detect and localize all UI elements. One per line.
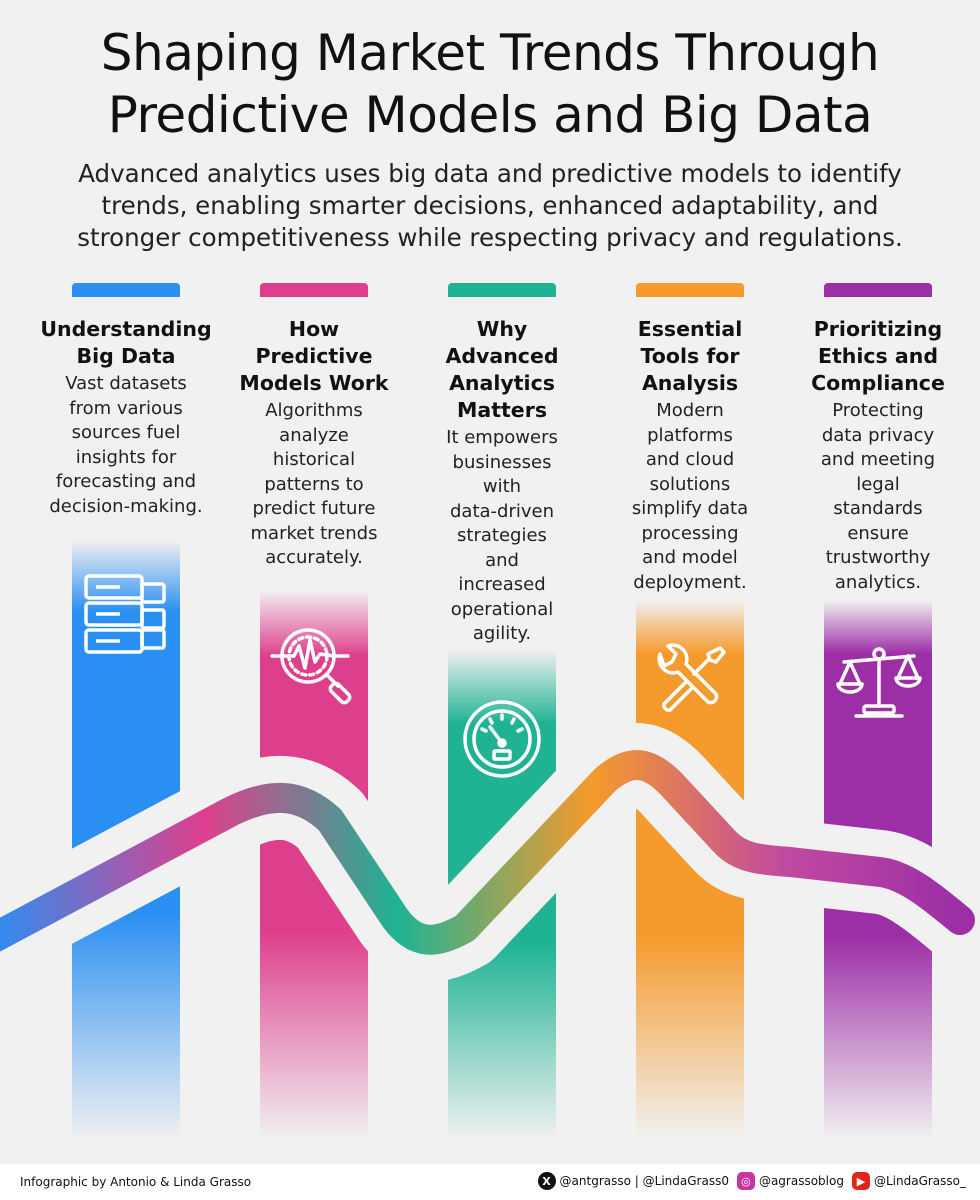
title-line: Essential (637, 317, 743, 341)
body-line: market trends (250, 522, 378, 544)
body-line: strategies (457, 525, 547, 546)
title-line: Ethics and (817, 344, 939, 368)
body-line: operational (450, 598, 554, 620)
subtitle-line-2: trends, enabling smarter decisions, enha… (101, 191, 879, 220)
body-line: from various (69, 397, 183, 419)
database-server-icon (80, 572, 172, 666)
column-prioritizing-ethics-and-compliance: Prioritizing Ethics and Compliance Prote… (783, 316, 973, 595)
bar-cap-5 (824, 283, 932, 297)
body-line: insights for (75, 446, 177, 468)
title-line: Compliance (811, 371, 945, 395)
balance-scale-icon (834, 644, 924, 726)
body-line: It empowers (446, 427, 558, 448)
column-how-predictive-models-work: How Predictive Models Work Algorithms an… (219, 316, 409, 571)
body-line: Algorithms (265, 400, 363, 421)
column-essential-tools-for-analysis: Essential Tools for Analysis Modern plat… (595, 316, 785, 595)
body-line: predict future (252, 498, 376, 519)
body-line: and model (642, 547, 738, 568)
speedometer-gauge-icon (460, 697, 544, 785)
body-line: increased (458, 574, 546, 595)
body-line: analytics. (834, 571, 922, 593)
title-line: Prioritizing (813, 317, 943, 341)
body-line: forecasting and (55, 471, 197, 492)
body-line: Protecting (832, 400, 924, 421)
title-line-2: Predictive Models and Big Data (107, 86, 873, 144)
body-line: data privacy (821, 424, 935, 446)
body-line: and cloud (645, 449, 735, 470)
body-line: agility. (472, 623, 532, 644)
wrench-screwdriver-icon (650, 640, 730, 724)
title-line-1: Shaping Market Trends Through (100, 24, 880, 82)
social-handles: X @antgrasso | @LindaGrass0 ◎ @agrassobl… (537, 1172, 966, 1190)
body-line: deployment. (633, 571, 747, 593)
column-body: Algorithms analyze historical patterns t… (219, 399, 409, 571)
body-line: businesses (452, 451, 552, 473)
column-body: Modern platforms and cloud solutions sim… (595, 399, 785, 595)
title-line: Tools for (640, 344, 740, 368)
body-line: processing (641, 522, 739, 544)
title-line: How (288, 317, 340, 341)
body-line: ensure (847, 522, 909, 544)
column-body: Vast datasets from various sources fuel … (31, 372, 221, 519)
trend-wave-line (0, 750, 975, 955)
magnifier-pulse-icon (268, 618, 360, 714)
page-subtitle: Advanced analytics uses big data and pre… (40, 158, 940, 254)
column-title: Why Advanced Analytics Matters (407, 316, 597, 424)
bar-cap-3 (448, 283, 556, 297)
body-line: Modern (656, 400, 724, 421)
column-why-advanced-analytics-matters: Why Advanced Analytics Matters It empowe… (407, 316, 597, 647)
title-line: Big Data (76, 344, 176, 368)
title-line: Predictive (255, 344, 373, 368)
youtube-handle[interactable]: @LindaGrasso_ (873, 1174, 966, 1188)
bar-cap-4 (636, 283, 744, 297)
body-line: sources fuel (71, 422, 181, 443)
title-line: Analysis (641, 371, 739, 395)
column-title: How Predictive Models Work (219, 316, 409, 397)
instagram-logo-icon: ◎ (736, 1172, 755, 1190)
bar-cap-2 (260, 283, 368, 297)
body-line: analyze (279, 424, 349, 446)
x-logo-icon: X (537, 1172, 556, 1190)
column-understanding-big-data: Understanding Big Data Vast datasets fro… (31, 316, 221, 519)
column-body: It empowers businesses with data-driven … (407, 426, 597, 647)
body-line: and (485, 549, 519, 571)
body-line: and meeting (820, 449, 936, 470)
footer-credit: Infographic by Antonio & Linda Grasso (20, 1175, 252, 1189)
subtitle-line-1: Advanced analytics uses big data and pre… (78, 159, 902, 188)
body-line: platforms (647, 424, 733, 446)
title-line: Why (476, 317, 528, 341)
body-line: trustworthy (825, 547, 931, 568)
title-line: Models Work (239, 371, 389, 395)
page-title: Shaping Market Trends Through Predictive… (0, 22, 980, 146)
column-title: Understanding Big Data (31, 316, 221, 370)
title-line: Analytics (449, 371, 555, 395)
body-line: Vast datasets (65, 373, 187, 394)
body-line: decision-making. (49, 495, 203, 517)
body-line: patterns to (264, 473, 364, 495)
column-title: Prioritizing Ethics and Compliance (783, 316, 973, 397)
body-line: accurately. (265, 547, 363, 568)
instagram-handle[interactable]: @agrassoblog (758, 1174, 844, 1188)
title-line: Understanding (40, 317, 212, 341)
body-line: solutions (649, 473, 731, 495)
body-line: standards (833, 498, 923, 519)
title-line: Advanced (445, 344, 559, 368)
body-line: historical (272, 449, 356, 470)
subtitle-line-3: stronger competitiveness while respectin… (77, 223, 903, 252)
body-line: legal (856, 473, 900, 495)
youtube-logo-icon: ▶ (851, 1172, 870, 1190)
title-line: Matters (456, 398, 548, 422)
column-title: Essential Tools for Analysis (595, 316, 785, 397)
body-line: data-driven (449, 500, 554, 522)
footer: Infographic by Antonio & Linda Grasso X … (0, 1164, 980, 1200)
body-line: with (482, 476, 522, 497)
x-handle[interactable]: @antgrasso | @LindaGrass0 (559, 1174, 729, 1188)
column-body: Protecting data privacy and meeting lega… (783, 399, 973, 595)
body-line: simplify data (631, 498, 749, 519)
bar-cap-1 (72, 283, 180, 297)
